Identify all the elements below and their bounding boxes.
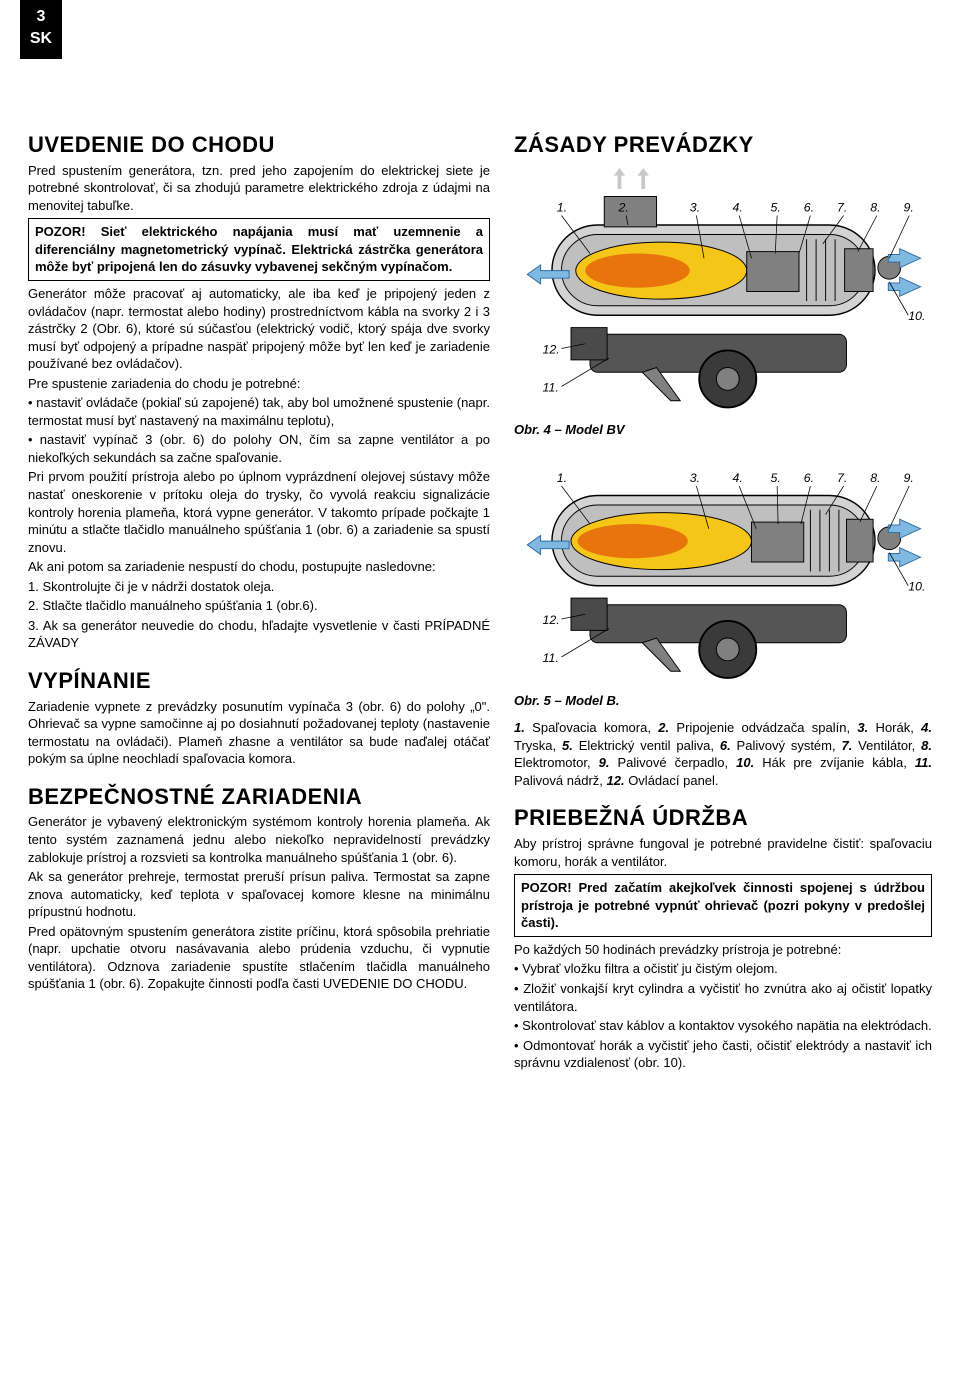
list-item: 3. Ak sa generátor neuvedie do chodu, hľ…	[28, 617, 490, 652]
svg-text:11.: 11.	[543, 651, 559, 665]
bullet-item: • Zložiť vonkajší kryt cylindra a vyčist…	[514, 980, 932, 1015]
body-text: Pri prvom použití prístroja alebo po úpl…	[28, 468, 490, 556]
heading-udrzba: PRIEBEŽNÁ ÚDRŽBA	[514, 803, 932, 833]
page-badge: 3 SK	[20, 0, 62, 59]
svg-text:1.: 1.	[557, 471, 567, 485]
body-text: Zariadenie vypnete z prevádzky posunutím…	[28, 698, 490, 768]
heading-zasady: ZÁSADY PREVÁDZKY	[514, 130, 932, 160]
svg-text:6.: 6.	[804, 471, 814, 485]
heading-vypinanie: VYPÍNANIE	[28, 666, 490, 696]
svg-text:3.: 3.	[690, 471, 700, 485]
diagram-bv: 1. 2. 3. 4. 5. 6. 7. 8. 9. 10. 11. 12.	[514, 168, 932, 415]
svg-text:10.: 10.	[908, 309, 925, 323]
body-text: Pred opätovným spustením generátora zist…	[28, 923, 490, 993]
heading-bezpecnostne: BEZPEČNOSTNÉ ZARIADENIA	[28, 782, 490, 812]
svg-text:6.: 6.	[804, 200, 814, 214]
svg-text:7.: 7.	[837, 200, 847, 214]
svg-text:4.: 4.	[733, 471, 743, 485]
svg-text:7.: 7.	[837, 471, 847, 485]
svg-text:12.: 12.	[543, 342, 560, 356]
warning-box: POZOR! Sieť elektrického napájania musí …	[28, 218, 490, 281]
svg-text:2.: 2.	[618, 200, 629, 214]
svg-text:9.: 9.	[904, 200, 914, 214]
bullet-item: • Vybrať vložku filtra a očistiť ju čist…	[514, 960, 932, 978]
svg-text:4.: 4.	[733, 200, 743, 214]
svg-text:10.: 10.	[908, 580, 925, 594]
figure-caption: Obr. 5 – Model B.	[514, 692, 932, 710]
body-text: Pre spustenie zariadenia do chodu je pot…	[28, 375, 490, 393]
page-lang: SK	[20, 28, 62, 50]
figure-legend: 1. Spaľovacia komora, 2. Pripojenie odvá…	[514, 719, 932, 789]
bullet-item: • nastaviť vypínač 3 (obr. 6) do polohy …	[28, 431, 490, 466]
left-column: UVEDENIE DO CHODU Pred spustením generát…	[28, 130, 490, 1074]
body-text: Ak sa generátor prehreje, termostat prer…	[28, 868, 490, 921]
list-item: 2. Stlačte tlačidlo manuálneho spúšťania…	[28, 597, 490, 615]
right-column: ZÁSADY PREVÁDZKY	[514, 130, 932, 1074]
figure-caption: Obr. 4 – Model BV	[514, 421, 932, 439]
body-text: Aby prístroj správne fungoval je potrebn…	[514, 835, 932, 870]
page-number: 3	[20, 6, 62, 28]
svg-text:5.: 5.	[771, 471, 781, 485]
svg-text:8.: 8.	[870, 200, 880, 214]
warning-text: POZOR! Sieť elektrického napájania musí …	[35, 224, 483, 274]
body-text: Po každých 50 hodinách prevádzky prístro…	[514, 941, 932, 959]
svg-text:1.: 1.	[557, 200, 567, 214]
body-text: Generátor môže pracovať aj automaticky, …	[28, 285, 490, 373]
svg-text:12.: 12.	[543, 613, 560, 627]
figure-model-b: 1. 3. 4. 5. 6. 7. 8. 9. 10. 11. 12.	[514, 448, 932, 686]
page-content: UVEDENIE DO CHODU Pred spustením generát…	[0, 0, 960, 1104]
bullet-item: • nastaviť ovládače (pokiaľ sú zapojené)…	[28, 394, 490, 429]
warning-box: POZOR! Pred začatím akejkoľvek činnosti …	[514, 874, 932, 937]
svg-text:3.: 3.	[690, 200, 700, 214]
svg-text:11.: 11.	[543, 380, 559, 394]
diagram-b: 1. 3. 4. 5. 6. 7. 8. 9. 10. 11. 12.	[514, 448, 932, 686]
body-text: Generátor je vybavený elektronickým syst…	[28, 813, 490, 866]
warning-text: POZOR! Pred začatím akejkoľvek činnosti …	[521, 880, 925, 930]
svg-text:5.: 5.	[771, 200, 781, 214]
body-text: Pred spustením generátora, tzn. pred jeh…	[28, 162, 490, 215]
figure-model-bv: 1. 2. 3. 4. 5. 6. 7. 8. 9. 10. 11. 12.	[514, 168, 932, 415]
bullet-item: • Skontrolovať stav káblov a kontaktov v…	[514, 1017, 932, 1035]
heading-uvedenie: UVEDENIE DO CHODU	[28, 130, 490, 160]
bullet-item: • Odmontovať horák a vyčistiť jeho časti…	[514, 1037, 932, 1072]
body-text: Ak ani potom sa zariadenie nespustí do c…	[28, 558, 490, 576]
svg-text:8.: 8.	[870, 471, 880, 485]
list-item: 1. Skontrolujte či je v nádrži dostatok …	[28, 578, 490, 596]
svg-text:9.: 9.	[904, 471, 914, 485]
